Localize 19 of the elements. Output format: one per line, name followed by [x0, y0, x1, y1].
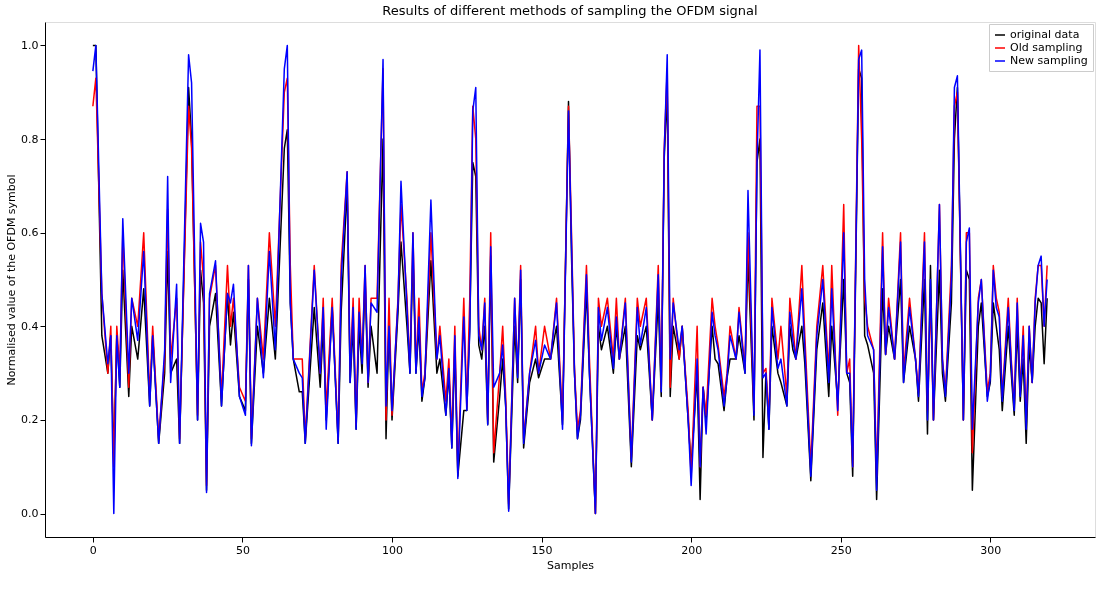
y-axis-title: Normalised value of the OFDM symbol: [5, 174, 19, 386]
legend-label: original data: [1010, 28, 1080, 41]
x-tick-label: 300: [980, 543, 1002, 557]
x-tick-label: 0: [89, 543, 97, 557]
chart-title: Results of different methods of sampling the OFDM signal: [382, 3, 758, 18]
legend-label: New sampling: [1010, 54, 1088, 67]
y-tick-label: 0.6: [21, 226, 39, 240]
x-tick-label: 50: [235, 543, 250, 557]
x-tick-label: 150: [531, 543, 553, 557]
x-tick-label: 250: [830, 543, 852, 557]
y-tick-label: 0.0: [21, 507, 39, 521]
y-tick-label: 0.8: [21, 132, 39, 146]
x-tick-label: 100: [382, 543, 404, 557]
x-tick-label: 200: [681, 543, 703, 557]
legend-label: Old sampling: [1010, 41, 1083, 54]
y-tick-label: 0.2: [21, 413, 39, 427]
y-tick-label: 0.4: [21, 319, 39, 333]
x-axis-title: Samples: [547, 558, 595, 572]
y-tick-label: 1.0: [21, 38, 39, 52]
